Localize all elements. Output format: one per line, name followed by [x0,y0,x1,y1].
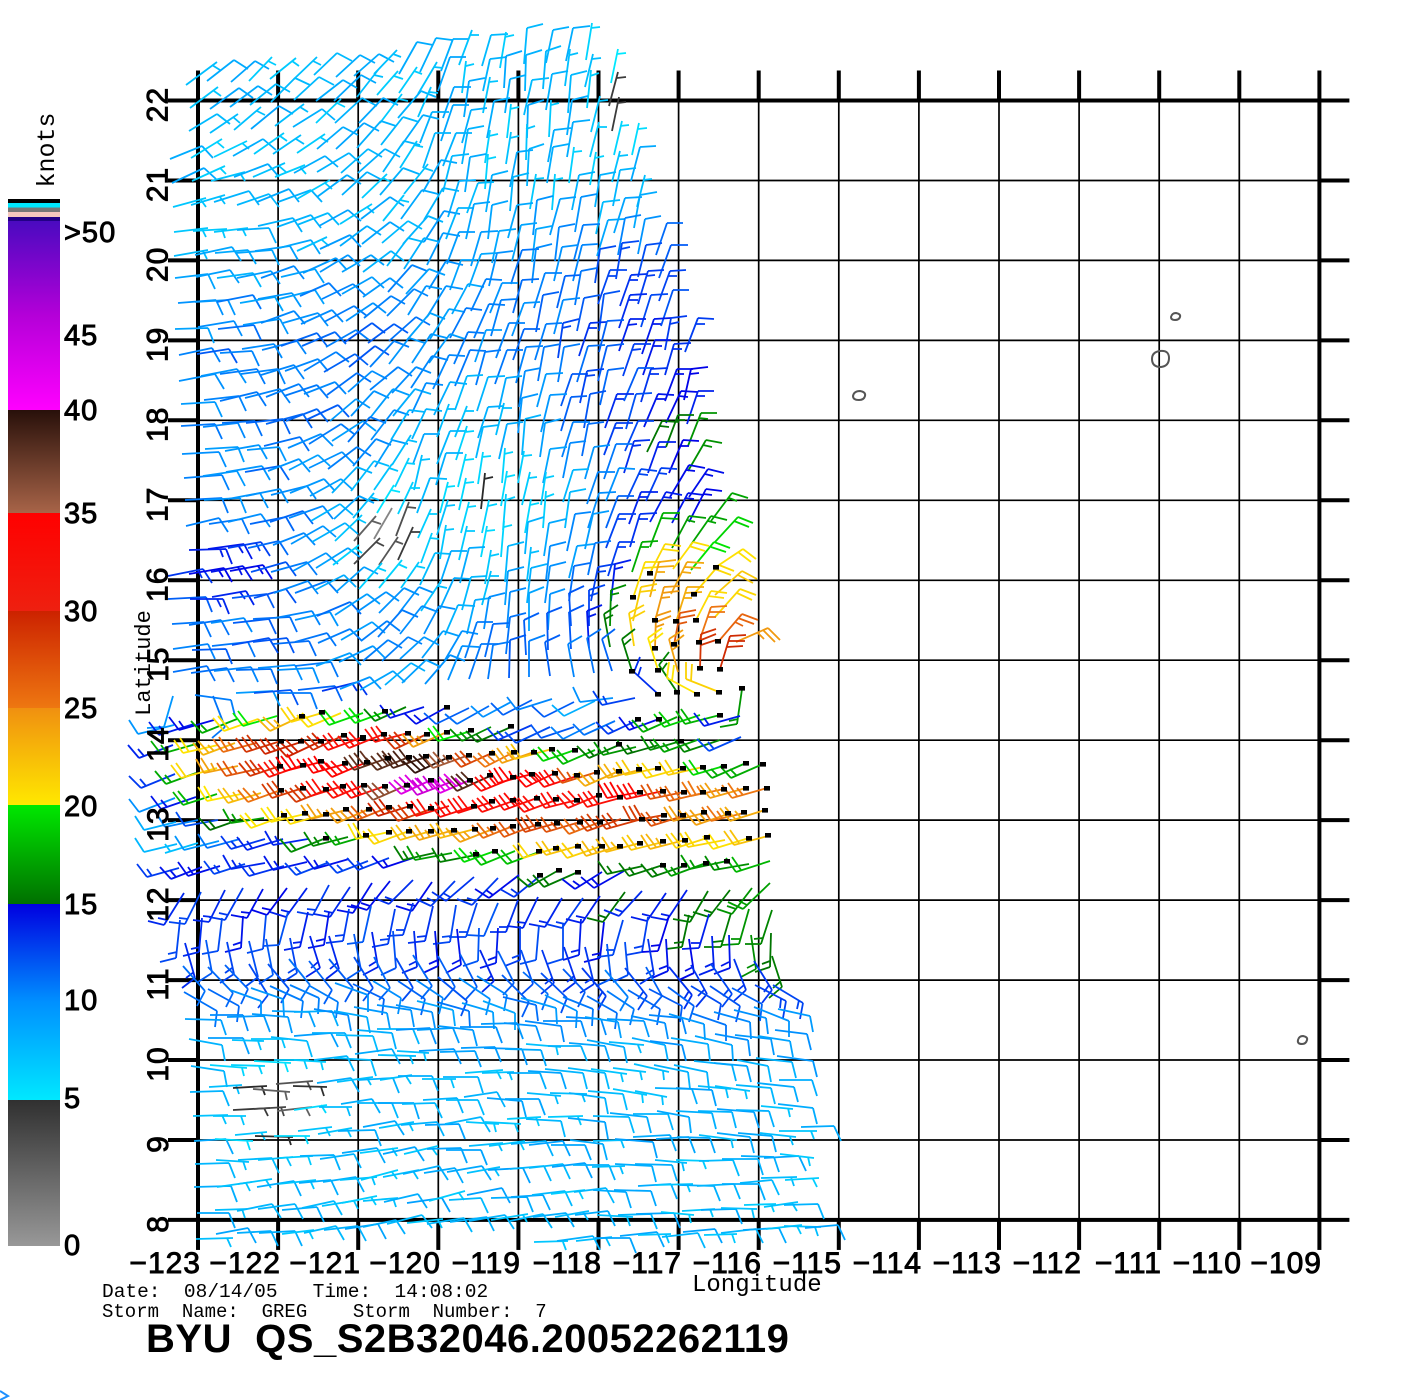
svg-text:−117: −117 [613,1247,682,1280]
svg-text:12: 12 [142,886,175,921]
svg-text:BYU QS_S2B32046.20052262119: BYU QS_S2B32046.20052262119 [146,1317,789,1361]
svg-text:10: 10 [142,1046,175,1081]
svg-text:16: 16 [142,567,175,602]
svg-text:Storm Name: GREG Storm N: Storm Name: GREG Storm Number: 7 [102,1301,547,1323]
svg-text:−112: −112 [1013,1247,1082,1280]
svg-text:−111: −111 [1095,1247,1162,1280]
svg-text:21: 21 [142,167,175,202]
svg-text:17: 17 [142,487,175,522]
svg-text:−120: −120 [369,1247,441,1280]
svg-text:40: 40 [64,395,98,427]
svg-text:10: 10 [64,985,98,1017]
svg-text:−122: −122 [209,1247,281,1280]
svg-text:Longitude: Longitude [692,1272,822,1299]
svg-text:−110: −110 [1173,1247,1242,1280]
svg-text:14: 14 [142,726,175,761]
svg-text:15: 15 [64,889,98,921]
svg-text:15: 15 [142,647,175,682]
svg-text:11: 11 [142,967,175,1000]
svg-text:19: 19 [142,327,175,362]
svg-text:−109: −109 [1250,1247,1322,1280]
svg-text:−121: −121 [289,1247,361,1280]
svg-text:−113: −113 [933,1247,1002,1280]
svg-text:Latitude: Latitude [132,610,157,716]
svg-text:35: 35 [64,498,98,530]
svg-text:−115: −115 [773,1247,842,1280]
svg-text:18: 18 [142,407,175,442]
svg-text:0: 0 [64,1230,81,1262]
svg-text:20: 20 [142,247,175,282]
svg-text:−123: −123 [129,1247,201,1280]
svg-text:25: 25 [64,693,98,725]
svg-text:−119: −119 [452,1247,521,1280]
svg-text:9: 9 [142,1135,175,1153]
svg-text:8: 8 [142,1215,175,1233]
svg-text:knots: knots [33,112,62,187]
svg-text:−118: −118 [533,1247,602,1280]
svg-text:5: 5 [64,1083,81,1115]
svg-text:−114: −114 [853,1247,922,1280]
svg-text:22: 22 [142,87,175,122]
svg-text:−116: −116 [693,1247,762,1280]
svg-text:Date: 08/14/05 Time: 14:08: Date: 08/14/05 Time: 14:08:02 [102,1281,488,1303]
svg-text:45: 45 [64,320,98,352]
svg-text:20: 20 [64,791,98,823]
svg-text:30: 30 [64,596,98,628]
svg-text:13: 13 [142,806,175,841]
svg-text:>50: >50 [64,217,116,249]
